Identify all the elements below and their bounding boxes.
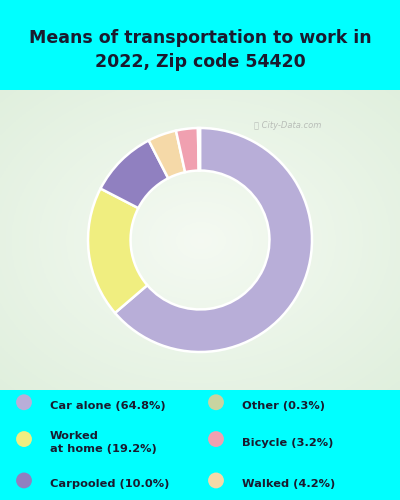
- Text: Walked (4.2%): Walked (4.2%): [242, 479, 335, 489]
- Wedge shape: [176, 128, 199, 172]
- Text: Carpooled (10.0%): Carpooled (10.0%): [50, 479, 169, 489]
- Wedge shape: [115, 128, 312, 352]
- Text: Car alone (64.8%): Car alone (64.8%): [50, 400, 166, 410]
- Wedge shape: [198, 128, 200, 170]
- Wedge shape: [88, 188, 147, 313]
- Wedge shape: [149, 130, 185, 178]
- Text: Worked
at home (19.2%): Worked at home (19.2%): [50, 432, 157, 454]
- Text: Other (0.3%): Other (0.3%): [242, 400, 325, 410]
- Wedge shape: [100, 140, 168, 208]
- Text: 🔘 City-Data.com: 🔘 City-Data.com: [254, 122, 322, 130]
- Text: Means of transportation to work in
2022, Zip code 54420: Means of transportation to work in 2022,…: [29, 29, 371, 71]
- Text: Bicycle (3.2%): Bicycle (3.2%): [242, 438, 333, 448]
